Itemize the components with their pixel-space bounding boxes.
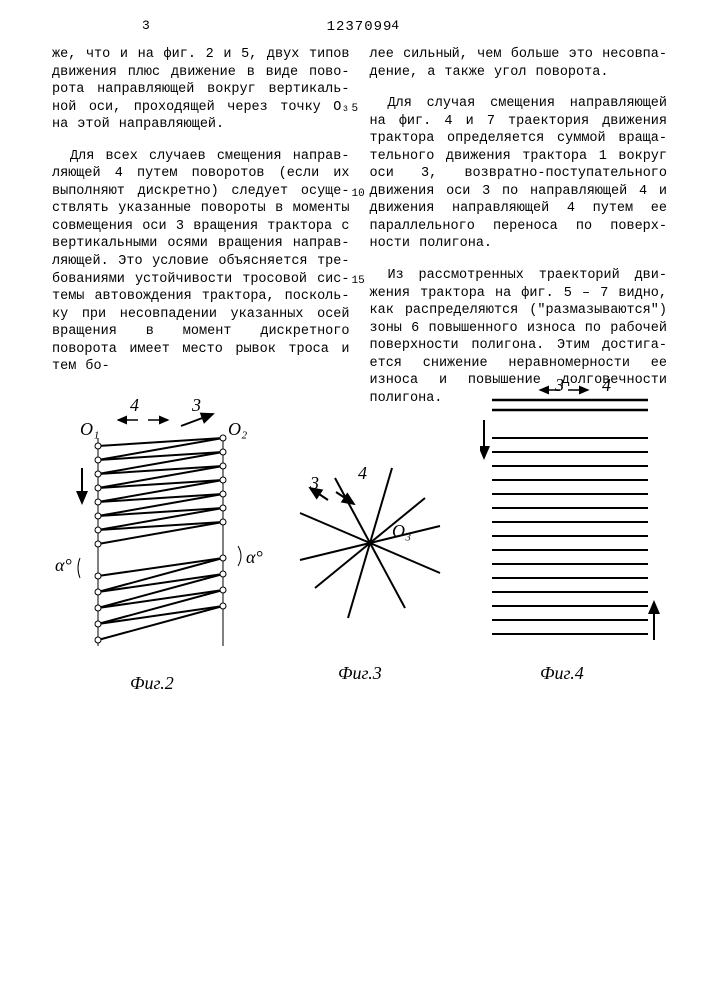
page-header: 3 1237099 4: [52, 18, 667, 40]
line-marker-5: 5: [352, 102, 359, 116]
fig3-label-O3: O₃: [392, 520, 411, 543]
line-marker-15: 15: [352, 274, 365, 288]
figure-2: [68, 408, 253, 668]
right-col-number: 4: [391, 18, 399, 35]
fig2-label-alpha-l: α°: [55, 554, 72, 577]
right-p1: лее сильный, чем больше это несовпа­дени…: [370, 46, 668, 81]
right-p2: Для случая смещения направляющей на фиг.…: [370, 95, 668, 253]
left-p1: же, что и на фиг. 2 и 5, двух типов движ…: [52, 46, 350, 134]
fig2-label-O2: O₂: [228, 418, 247, 441]
fig3-label-4: 4: [358, 462, 367, 485]
right-column: 5 10 15 лее сильный, чем больше это несо…: [370, 46, 668, 421]
fig3-label-3: 3: [310, 472, 319, 495]
line-marker-10: 10: [352, 187, 365, 201]
fig3-caption: Фиг.3: [338, 662, 382, 685]
left-column: же, что и на фиг. 2 и 5, двух типов движ…: [52, 46, 350, 421]
figures-area: O₁ O₂ 4 3 α° α° Фиг.2: [0, 380, 707, 740]
fig2-label-3: 3: [192, 394, 201, 417]
fig2-label-4: 4: [130, 394, 139, 417]
fig4-caption: Фиг.4: [540, 662, 584, 685]
left-p2: Для всех случаев смещения направ­ляющей …: [52, 148, 350, 376]
fig4-label-4: 4: [602, 374, 611, 397]
fig2-label-O1: O₁: [80, 418, 99, 441]
fig2-caption: Фиг.2: [130, 672, 174, 695]
figure-4: [480, 380, 660, 670]
fig2-label-alpha-r: α°: [246, 546, 263, 569]
left-col-number: 3: [142, 18, 150, 35]
fig4-label-3: 3: [555, 374, 564, 397]
document-number: 1237099: [327, 18, 393, 36]
text-columns: же, что и на фиг. 2 и 5, двух типов движ…: [52, 46, 667, 421]
